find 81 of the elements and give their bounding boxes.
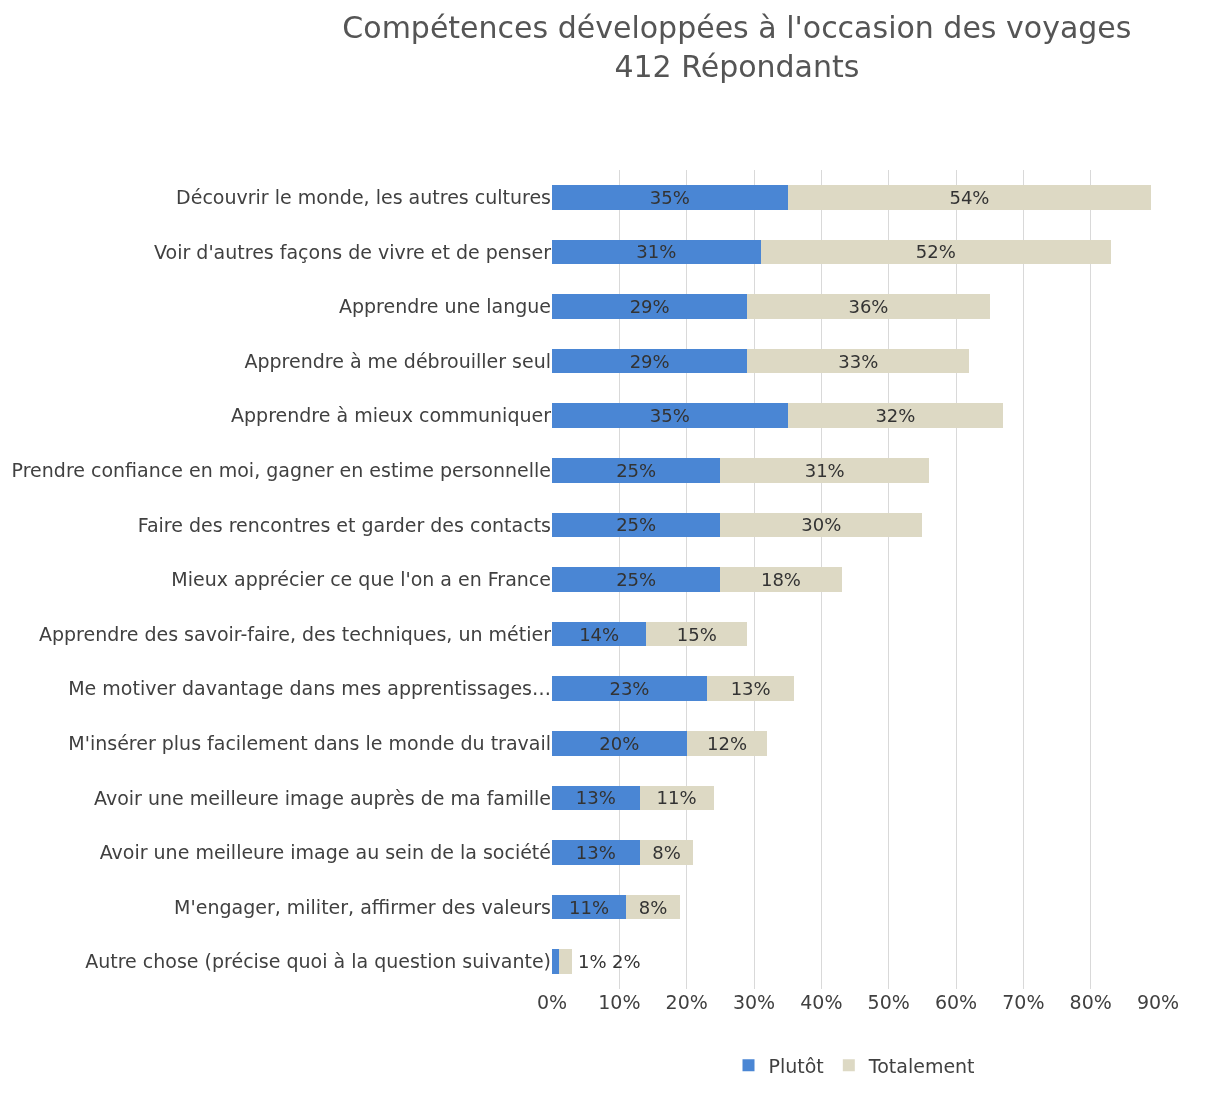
data-label: 29% <box>629 350 670 372</box>
y-tick-label: Autre chose (précise quoi à la question suivante) <box>85 950 551 973</box>
data-label: 15% <box>676 623 717 645</box>
bar <box>552 294 748 319</box>
data-label: 11% <box>656 787 697 809</box>
data-label: 29% <box>629 296 670 317</box>
y-tick-label: M'insérer plus facilement dans le monde du travail <box>68 731 551 754</box>
x-tick-label: 90% <box>1136 991 1180 1013</box>
y-tick-label: Apprendre à mieux communiquer <box>231 404 552 427</box>
data-label: 1% <box>578 951 607 972</box>
bar <box>552 512 721 538</box>
data-label: 20% <box>599 732 640 754</box>
y-tick-label: Apprendre des savoir-faire, des techniques, un métier <box>39 622 552 645</box>
bar <box>787 403 1004 428</box>
data-label: 23% <box>609 678 650 700</box>
bar <box>552 403 788 428</box>
bar <box>552 348 748 374</box>
y-tick-label: Apprendre une langue <box>339 295 551 318</box>
x-tick-label: 80% <box>1069 991 1112 1013</box>
bar <box>552 239 761 265</box>
y-tick-label: Avoir une meilleure image auprès de ma famille <box>94 786 551 809</box>
data-label: 12% <box>707 732 748 754</box>
x-tick-label: 40% <box>800 991 843 1013</box>
bar <box>552 567 721 592</box>
bar <box>552 676 707 701</box>
data-label: 11% <box>569 896 610 918</box>
y-tick-label: M'engager, militer, affirmer des valeurs <box>174 895 551 918</box>
data-label: 25% <box>616 459 657 481</box>
data-label: 54% <box>949 186 990 208</box>
data-label: 2% <box>612 951 641 972</box>
bar <box>552 458 721 483</box>
y-tick-label: Prendre confiance en moi, gagner en estime personnelle <box>11 458 551 481</box>
bar <box>552 731 687 756</box>
y-tick-label: Voir d'autres façons de vivre et de penser <box>154 240 552 263</box>
x-tick-label: 20% <box>665 991 708 1013</box>
data-label: 52% <box>915 241 956 263</box>
y-tick-label: Mieux apprécier ce que l'on a en France <box>171 568 551 591</box>
data-label: 36% <box>848 296 889 317</box>
data-label: 8% <box>638 896 668 918</box>
data-label: 8% <box>652 842 681 864</box>
y-tick-label: Avoir une meilleure image au sein de la société <box>99 841 551 864</box>
bar <box>720 567 842 592</box>
y-tick-label: Découvrir le monde, les autres cultures <box>176 185 551 208</box>
bar <box>747 348 970 374</box>
bar <box>552 185 788 210</box>
legend-label: Totalement <box>867 1054 975 1077</box>
x-tick-label: 30% <box>732 991 776 1013</box>
x-tick-label: 60% <box>934 991 978 1013</box>
y-tick-label: Apprendre à me débrouiller seul <box>244 349 551 372</box>
data-label: 32% <box>875 405 916 427</box>
bar <box>720 458 930 483</box>
data-label: 18% <box>760 569 801 591</box>
x-tick-label: 10% <box>598 991 641 1013</box>
data-label: 14% <box>579 623 620 645</box>
data-label: 33% <box>838 350 879 372</box>
bar <box>552 949 559 974</box>
x-tick-label: 50% <box>867 991 910 1013</box>
data-label: 25% <box>616 569 657 591</box>
legend-label: Plutôt <box>768 1054 824 1077</box>
bar <box>558 949 573 974</box>
bar <box>747 294 990 319</box>
bar <box>760 239 1111 265</box>
bar <box>787 185 1152 210</box>
data-label: 31% <box>804 459 845 481</box>
data-label: 31% <box>636 241 677 263</box>
y-tick-label: Me motiver davantage dans mes apprentissages… <box>68 677 551 700</box>
data-label: 35% <box>649 186 690 208</box>
bar <box>552 840 640 865</box>
x-tick-label: 70% <box>1002 991 1045 1013</box>
bar <box>706 676 795 701</box>
data-label: 13% <box>575 842 616 864</box>
data-label: 13% <box>730 678 771 700</box>
x-tick-label: 0% <box>536 991 568 1013</box>
data-label: 30% <box>801 514 842 536</box>
data-label: 35% <box>649 405 690 427</box>
chart-subtitle: 412 Répondants <box>614 49 860 85</box>
data-label: 13% <box>575 787 616 809</box>
y-tick-label: Faire des rencontres et garder des contacts <box>137 513 551 536</box>
bar <box>720 512 923 538</box>
data-label: 25% <box>616 514 657 536</box>
chart-title: Compétences développées à l'occasion des voyages <box>342 10 1132 46</box>
